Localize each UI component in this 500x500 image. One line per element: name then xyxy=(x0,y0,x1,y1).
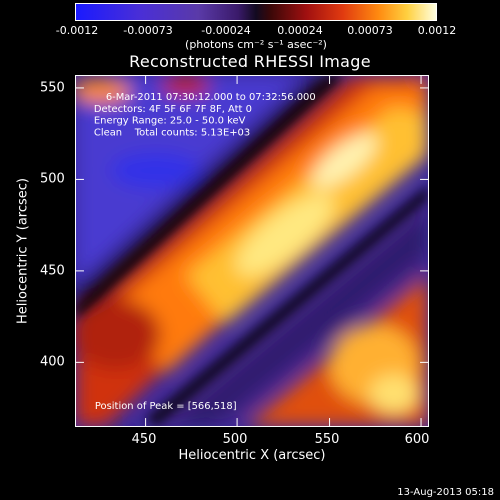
info-energy: Energy Range: 25.0 - 50.0 keV xyxy=(94,116,246,127)
y-tick-label: 450 xyxy=(40,263,65,279)
y-axis-label: Heliocentric Y (arcsec) xyxy=(15,178,31,324)
plot-title: Reconstructed RHESSI Image xyxy=(129,52,371,71)
info-detectors: Detectors: 4F 5F 6F 7F 8F, Att 0 xyxy=(94,104,252,115)
colorbar-tick: 0.00073 xyxy=(347,24,393,37)
colorbar-units: (photons cm⁻² s⁻¹ asec⁻²) xyxy=(185,38,327,51)
rhessi-image: 6-Mar-2011 07:30:12.000 to 07:32:56.000 … xyxy=(76,76,428,426)
colorbar-tick: 0.00024 xyxy=(277,24,323,37)
colorbar-tick: -0.00073 xyxy=(123,24,173,37)
x-tick-label: 500 xyxy=(222,432,248,447)
x-tick-label: 450 xyxy=(131,432,157,447)
x-axis-label: Heliocentric X (arcsec) xyxy=(178,448,326,463)
y-tick-label: 550 xyxy=(40,80,65,96)
colorbar-tick: -0.0012 xyxy=(55,24,99,37)
colorbar-tick: -0.00024 xyxy=(201,24,251,37)
colorbar xyxy=(75,3,437,21)
x-tick-label: 600 xyxy=(404,432,430,447)
info-time: 6-Mar-2011 07:30:12.000 to 07:32:56.000 xyxy=(106,92,316,103)
colorbar-gradient xyxy=(76,4,436,20)
image-frame: 6-Mar-2011 07:30:12.000 to 07:32:56.000 … xyxy=(75,75,429,427)
peak-position: Position of Peak = [566,518] xyxy=(95,401,237,412)
info-clean: Clean Total counts: 5.13E+03 xyxy=(94,128,250,139)
y-tick-label: 500 xyxy=(40,171,65,187)
x-tick-label: 550 xyxy=(314,432,340,447)
y-tick-label: 400 xyxy=(40,354,65,370)
colorbar-tick: 0.0012 xyxy=(417,24,457,37)
timestamp: 13-Aug-2013 05:18 xyxy=(397,487,494,498)
